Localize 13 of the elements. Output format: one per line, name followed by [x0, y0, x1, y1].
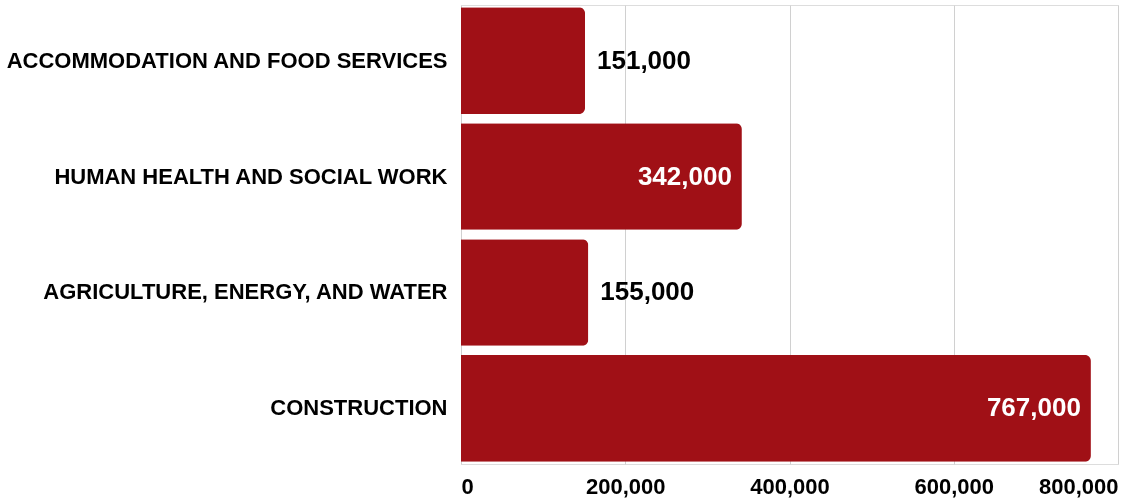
x-tick-label: 200,000: [585, 473, 666, 499]
x-tick-label: 400,000: [750, 473, 830, 499]
x-tick-label: 800,000: [1038, 473, 1119, 499]
data-label: 155,000: [600, 276, 695, 307]
data-label: 151,000: [597, 44, 691, 75]
y-tick-label: AGRICULTURE, ENERGY, AND WATER: [43, 279, 448, 305]
data-label: 342,000: [637, 160, 732, 191]
data-label: 767,000: [986, 392, 1081, 423]
x-tick-label: 0: [461, 473, 474, 499]
y-tick-label: CONSTRUCTION: [270, 395, 448, 421]
y-tick-label: ACCOMMODATION AND FOOD SERVICES: [6, 47, 448, 73]
y-tick-label: HUMAN HEALTH AND SOCIAL WORK: [54, 163, 448, 189]
x-tick-label: 600,000: [914, 473, 995, 499]
